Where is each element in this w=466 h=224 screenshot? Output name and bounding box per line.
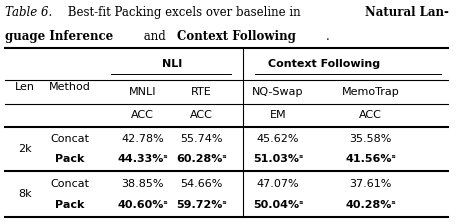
Text: 60.28%ˢ: 60.28%ˢ <box>176 154 226 164</box>
Text: Pack: Pack <box>55 154 85 164</box>
Text: EM: EM <box>270 110 286 120</box>
Text: 45.62%: 45.62% <box>257 134 299 144</box>
Text: guage Inference: guage Inference <box>5 30 113 43</box>
Text: 44.33%ˢ: 44.33%ˢ <box>117 154 168 164</box>
Text: 35.58%: 35.58% <box>350 134 392 144</box>
Text: MemoTrap: MemoTrap <box>342 87 399 97</box>
Text: Context Following: Context Following <box>177 30 296 43</box>
Text: NLI: NLI <box>162 59 182 69</box>
Text: 51.03%ˢ: 51.03%ˢ <box>253 154 303 164</box>
Text: 2k: 2k <box>18 144 32 154</box>
Text: ACC: ACC <box>190 110 212 120</box>
Text: NQ-Swap: NQ-Swap <box>252 87 304 97</box>
Text: Best-fit Packing excels over baseline in: Best-fit Packing excels over baseline in <box>64 6 304 19</box>
Text: Concat: Concat <box>51 179 89 189</box>
Text: .: . <box>326 30 329 43</box>
Text: RTE: RTE <box>191 87 212 97</box>
Text: 47.07%: 47.07% <box>257 179 299 189</box>
Text: 38.85%: 38.85% <box>121 179 164 189</box>
Text: Pack: Pack <box>55 200 85 210</box>
Text: ACC: ACC <box>359 110 382 120</box>
Text: Len: Len <box>15 82 35 92</box>
Text: MNLI: MNLI <box>129 87 156 97</box>
Text: Concat: Concat <box>51 134 89 144</box>
Text: Method: Method <box>49 82 91 92</box>
Text: 55.74%: 55.74% <box>180 134 222 144</box>
Text: 54.66%: 54.66% <box>180 179 222 189</box>
Text: 8k: 8k <box>18 189 32 199</box>
Text: ACC: ACC <box>131 110 154 120</box>
Text: 40.60%ˢ: 40.60%ˢ <box>117 200 168 210</box>
Text: and: and <box>140 30 170 43</box>
Text: 59.72%ˢ: 59.72%ˢ <box>176 200 226 210</box>
Text: 50.04%ˢ: 50.04%ˢ <box>253 200 303 210</box>
Text: Natural Lan-: Natural Lan- <box>364 6 448 19</box>
Text: 41.56%ˢ: 41.56%ˢ <box>345 154 396 164</box>
Text: Context Following: Context Following <box>268 59 380 69</box>
Text: Table 6.: Table 6. <box>5 6 52 19</box>
Text: 40.28%ˢ: 40.28%ˢ <box>345 200 396 210</box>
Text: 37.61%: 37.61% <box>350 179 392 189</box>
Text: 42.78%: 42.78% <box>121 134 164 144</box>
